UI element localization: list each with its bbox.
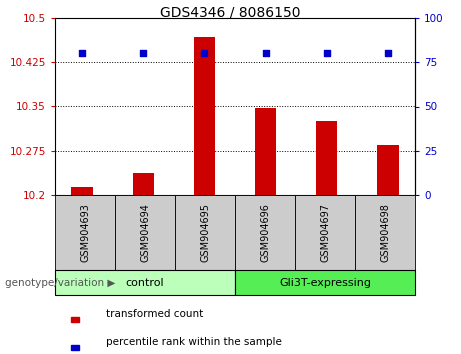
Text: GSM904696: GSM904696: [260, 203, 270, 262]
Bar: [194, 37, 215, 195]
Text: genotype/variation ▶: genotype/variation ▶: [5, 278, 115, 287]
Point: [384, 51, 391, 56]
Bar: [71, 187, 93, 195]
FancyBboxPatch shape: [235, 270, 415, 295]
Text: GSM904695: GSM904695: [200, 203, 210, 262]
Bar: [71, 317, 79, 321]
FancyBboxPatch shape: [235, 195, 295, 270]
FancyBboxPatch shape: [175, 195, 235, 270]
Text: GSM904694: GSM904694: [140, 203, 150, 262]
Point: [78, 51, 86, 56]
Text: GSM904698: GSM904698: [380, 203, 390, 262]
Bar: [71, 345, 79, 349]
Text: Gli3T-expressing: Gli3T-expressing: [279, 278, 371, 287]
Bar: [316, 121, 337, 195]
Bar: [377, 145, 399, 195]
Text: transformed count: transformed count: [106, 309, 204, 319]
FancyBboxPatch shape: [355, 195, 415, 270]
FancyBboxPatch shape: [55, 195, 115, 270]
FancyBboxPatch shape: [55, 270, 235, 295]
Text: control: control: [126, 278, 164, 287]
Text: percentile rank within the sample: percentile rank within the sample: [106, 337, 282, 347]
Bar: [132, 173, 154, 195]
Text: GSM904693: GSM904693: [80, 203, 90, 262]
FancyBboxPatch shape: [115, 195, 175, 270]
Point: [262, 51, 269, 56]
Text: GDS4346 / 8086150: GDS4346 / 8086150: [160, 6, 301, 20]
Bar: [255, 108, 276, 195]
Point: [323, 51, 331, 56]
Text: GSM904697: GSM904697: [320, 203, 330, 262]
Point: [201, 51, 208, 56]
FancyBboxPatch shape: [295, 195, 355, 270]
Point: [140, 51, 147, 56]
